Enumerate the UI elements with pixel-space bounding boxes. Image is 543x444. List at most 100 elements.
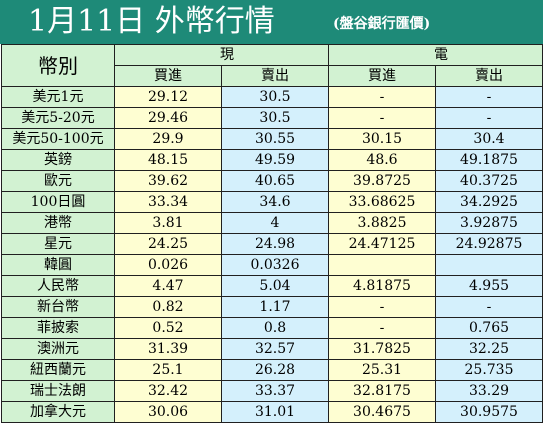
currency-cell: 加拿大元 xyxy=(1,401,115,423)
cash-buy-cell: 33.34 xyxy=(114,191,222,213)
table-row: 美元1元 29.12 30.5- - xyxy=(1,86,543,108)
wire-sell-cell: 24.92875 xyxy=(435,233,543,255)
cash-buy-cell: 0.52 xyxy=(114,317,222,339)
wire-buy-cell: 33.68625 xyxy=(328,191,436,213)
page-title: 1月11日 外幣行情 xyxy=(28,4,275,39)
cash-sell-cell: 40.65 xyxy=(221,170,329,192)
title-banner: 1月11日 外幣行情 (盤谷銀行匯價) xyxy=(0,0,543,44)
cash-buy-cell: 29.46 xyxy=(114,107,222,129)
cash-buy-cell: 29.12 xyxy=(114,86,222,108)
cash-sell-cell: 1.17 xyxy=(221,296,329,318)
table-row: 星元 24.25 24.98 24.47125 24.92875 xyxy=(1,233,543,255)
currency-cell: 瑞士法朗 xyxy=(1,380,115,402)
currency-cell: 澳洲元 xyxy=(1,338,115,360)
table-row: 紐西蘭元 25.1 26.28 25.31 25.735 xyxy=(1,359,543,381)
page-subtitle: (盤谷銀行匯價) xyxy=(333,16,431,32)
exchange-rate-table: 幣別 現鈔 電匯 買進 賣出 買進 賣出 美元1元29.1230.5--美元5-… xyxy=(1,44,543,423)
wire-sell-cell: - xyxy=(435,86,543,108)
wire-buy-cell: 30.4675 xyxy=(328,401,436,423)
wire-buy-cell: 4.81875 xyxy=(328,275,436,297)
currency-cell: 菲披索 xyxy=(1,317,115,339)
cash-sell-cell: 31.01 xyxy=(221,401,329,423)
currency-cell: 港幣 xyxy=(1,212,115,234)
cash-buy-cell: 31.39 xyxy=(114,338,222,360)
table-row: 澳洲元 31.39 32.57 31.7825 32.25 xyxy=(1,338,543,360)
table-row: 美元5-20元 29.46 30.5- - xyxy=(1,107,543,129)
wire-sell-cell: 30.9575 xyxy=(435,401,543,423)
wire-buy-cell: 30.15 xyxy=(328,128,436,150)
cash-sell-cell: 26.28 xyxy=(221,359,329,381)
table-row: 歐元 39.62 40.65 39.8725 40.3725 xyxy=(1,170,543,192)
wire-buy-cell: 48.6 xyxy=(328,149,436,171)
cash-sell-cell: 49.59 xyxy=(221,149,329,171)
currency-cell: 星元 xyxy=(1,233,115,255)
table-row: 人民幣 4.47 5.04 4.81875 4.955 xyxy=(1,275,543,297)
wire-buy-cell: 32.8175 xyxy=(328,380,436,402)
table-row: 瑞士法朗 32.42 33.37 32.8175 33.29 xyxy=(1,380,543,402)
cash-group-header: 現鈔 xyxy=(114,44,329,66)
wire-buy-cell: 39.8725 xyxy=(328,170,436,192)
currency-cell: 100日圓 xyxy=(1,191,115,213)
cash-sell-cell: 0.0326 xyxy=(221,254,329,276)
currency-cell: 歐元 xyxy=(1,170,115,192)
wire-sell-cell: - xyxy=(435,296,543,318)
cash-sell-cell: 0.8 xyxy=(221,317,329,339)
wire-buy-cell: 24.47125 xyxy=(328,233,436,255)
cash-buy-cell: 25.1 xyxy=(114,359,222,381)
wire-buy-header: 買進 xyxy=(328,65,436,87)
table-row: 新台幣 0.82 1.17- - xyxy=(1,296,543,318)
cash-sell-cell: 24.98 xyxy=(221,233,329,255)
wire-sell-cell: - xyxy=(435,107,543,129)
cash-buy-cell: 0.026 xyxy=(114,254,222,276)
table-row: 加拿大元 30.06 31.01 30.4675 30.9575 xyxy=(1,401,543,423)
wire-buy-cell: - xyxy=(328,317,436,339)
wire-sell-cell: 32.25 xyxy=(435,338,543,360)
cash-buy-cell: 48.15 xyxy=(114,149,222,171)
wire-sell-cell: 40.3725 xyxy=(435,170,543,192)
wire-sell-cell: 30.4 xyxy=(435,128,543,150)
cash-buy-cell: 29.9 xyxy=(114,128,222,150)
currency-cell: 人民幣 xyxy=(1,275,115,297)
wire-sell-cell: 49.1875 xyxy=(435,149,543,171)
cash-buy-cell: 32.42 xyxy=(114,380,222,402)
cash-sell-cell: 32.57 xyxy=(221,338,329,360)
wire-sell-cell xyxy=(435,254,543,276)
wire-buy-cell: 31.7825 xyxy=(328,338,436,360)
table-row: 菲披索 0.52 0.8-0.765 xyxy=(1,317,543,339)
wire-buy-cell: 3.8825 xyxy=(328,212,436,234)
table-row: 美元50-100元 29.9 30.55 30.15 30.4 xyxy=(1,128,543,150)
cash-sell-cell: 30.5 xyxy=(221,86,329,108)
currency-cell: 美元1元 xyxy=(1,86,115,108)
cash-sell-cell: 34.6 xyxy=(221,191,329,213)
cash-sell-cell: 30.5 xyxy=(221,107,329,129)
currency-cell: 美元5-20元 xyxy=(1,107,115,129)
cash-buy-cell: 0.82 xyxy=(114,296,222,318)
table-row: 英鎊 48.15 49.59 48.6 49.1875 xyxy=(1,149,543,171)
cash-buy-cell: 3.81 xyxy=(114,212,222,234)
cash-buy-cell: 30.06 xyxy=(114,401,222,423)
table-sub-header: 買進 賣出 買進 賣出 xyxy=(2,65,543,87)
wire-buy-cell xyxy=(328,254,436,276)
wire-sell-cell: 25.735 xyxy=(435,359,543,381)
cash-buy-cell: 4.47 xyxy=(114,275,222,297)
wire-sell-cell: 34.2925 xyxy=(435,191,543,213)
cash-buy-cell: 24.25 xyxy=(114,233,222,255)
currency-cell: 英鎊 xyxy=(1,149,115,171)
cash-sell-cell: 5.04 xyxy=(221,275,329,297)
currency-cell: 韓圓 xyxy=(1,254,115,276)
cash-sell-cell: 33.37 xyxy=(221,380,329,402)
currency-cell: 紐西蘭元 xyxy=(1,359,115,381)
currency-cell: 美元50-100元 xyxy=(1,128,115,150)
wire-buy-cell: - xyxy=(328,107,436,129)
table-row: 港幣 3.81 4 3.8825 3.92875 xyxy=(1,212,543,234)
currency-column-header: 幣別 xyxy=(1,44,115,87)
cash-sell-header: 賣出 xyxy=(221,65,329,87)
wire-sell-cell: 3.92875 xyxy=(435,212,543,234)
table-row: 韓圓 0.026 0.0326 xyxy=(1,254,543,276)
cash-buy-header: 買進 xyxy=(114,65,222,87)
wire-sell-cell: 33.29 xyxy=(435,380,543,402)
table-group-header: 幣別 現鈔 電匯 xyxy=(1,44,543,87)
table-row: 100日圓 33.34 34.6 33.68625 34.2925 xyxy=(1,191,543,213)
cash-sell-cell: 30.55 xyxy=(221,128,329,150)
wire-sell-cell: 0.765 xyxy=(435,317,543,339)
